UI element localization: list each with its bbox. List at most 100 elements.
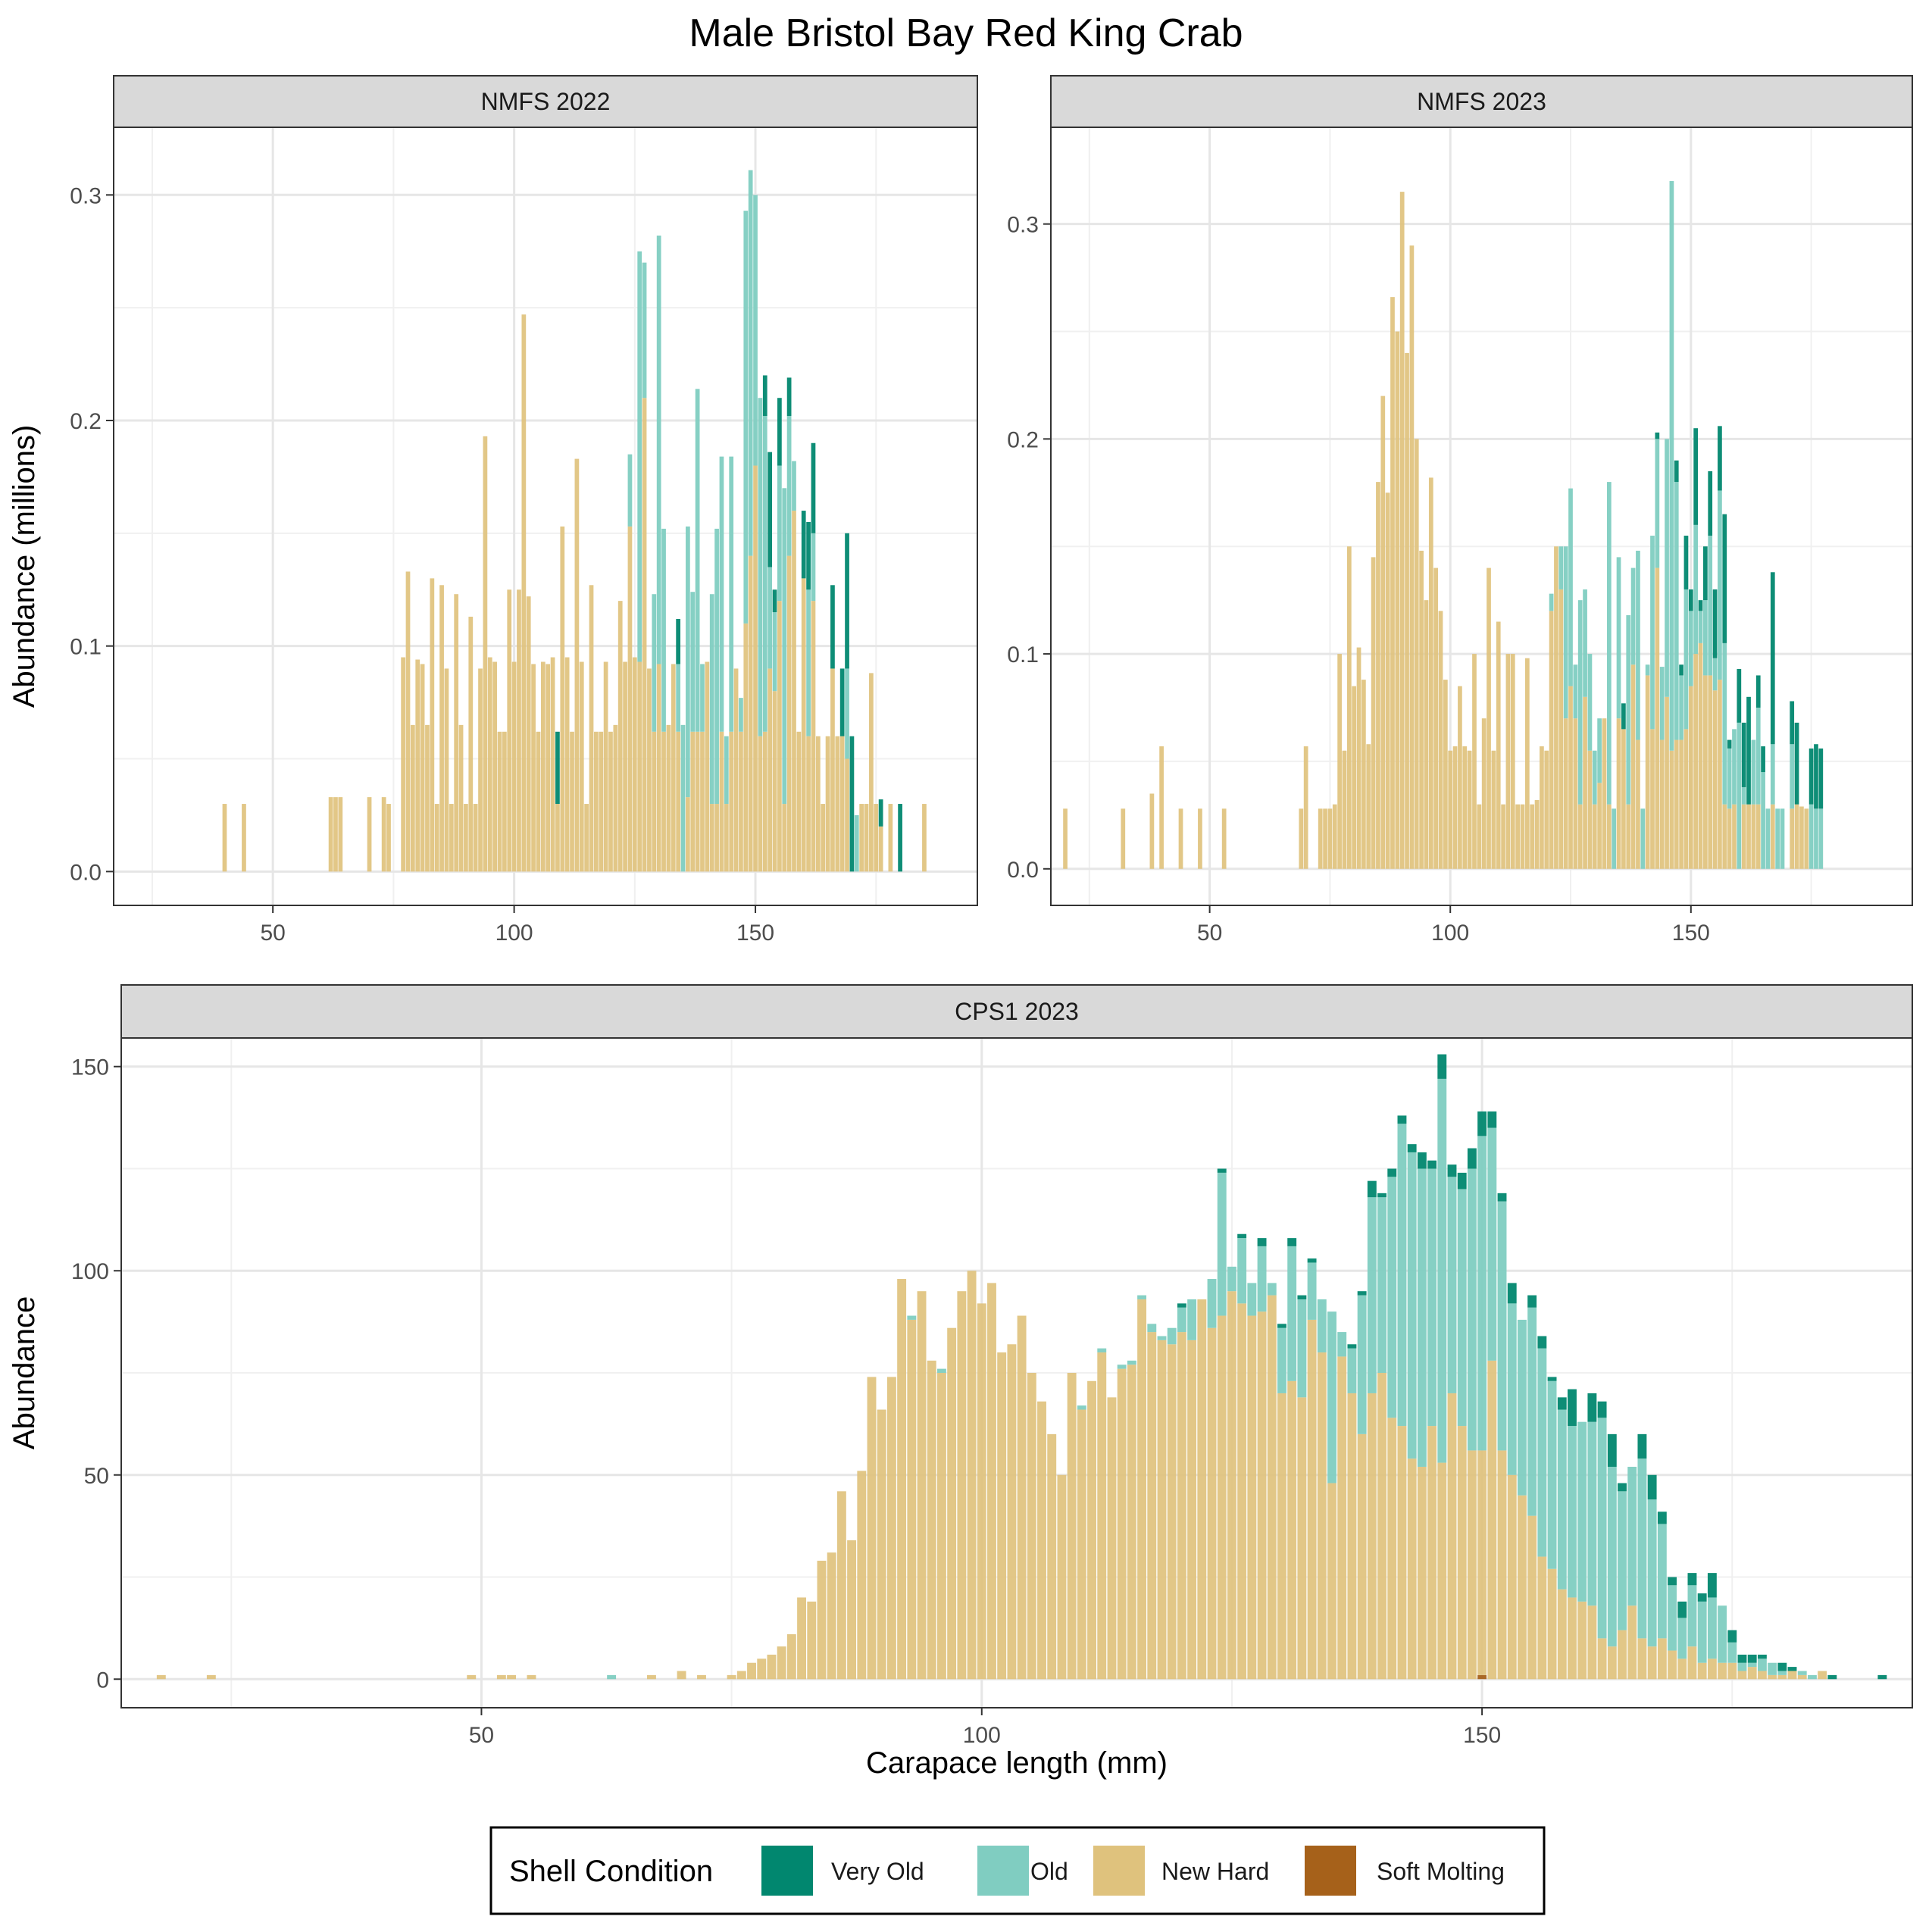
bar-new-hard [1221, 808, 1227, 869]
bar-new-hard [1558, 589, 1564, 869]
bar-old [1669, 180, 1674, 751]
bar-old [762, 416, 767, 732]
bar-new-hard [1597, 1638, 1607, 1680]
bar-very-old [1507, 1283, 1517, 1304]
bar-new-hard [727, 1674, 736, 1680]
bar-old [1563, 546, 1568, 719]
bar-old [1640, 808, 1646, 869]
bar-new-hard [1746, 804, 1751, 869]
bar-very-old [1657, 1512, 1667, 1524]
bar-new-hard [1770, 804, 1775, 869]
bar-very-old [811, 442, 816, 533]
bar-old [1177, 1307, 1186, 1333]
bar-new-hard [1665, 696, 1669, 869]
bar-new-hard [1063, 808, 1068, 869]
bar-new-hard [1462, 746, 1468, 869]
bar-new-hard [496, 1674, 506, 1680]
bar-very-old [1683, 536, 1689, 589]
bar-new-hard [507, 589, 512, 872]
bar-new-hard [847, 1540, 857, 1680]
bar-new-hard [617, 601, 623, 872]
bar-new-hard [338, 797, 343, 872]
bar-new-hard [1419, 550, 1424, 869]
bar-new-hard [647, 1674, 656, 1680]
bar-new-hard [857, 1471, 867, 1680]
bar-old [661, 528, 666, 732]
bar-very-old [1477, 1111, 1487, 1136]
bar-new-hard [642, 398, 647, 872]
bar-new-hard [507, 1674, 517, 1680]
bar-new-hard [1352, 686, 1357, 869]
bar-old [1257, 1246, 1267, 1312]
bar-new-hard [697, 1674, 706, 1680]
bar-old [1807, 1674, 1817, 1680]
bar-new-hard [801, 578, 806, 872]
bar-new-hard [467, 1674, 477, 1680]
bar-new-hard [1674, 739, 1679, 869]
bar-new-hard [1568, 1597, 1577, 1680]
bar-old [1507, 1303, 1517, 1475]
bar-old [1606, 482, 1612, 805]
bar-old [1732, 729, 1737, 805]
bar-new-hard [1618, 1630, 1627, 1680]
bar-old [1751, 739, 1756, 805]
bar-new-hard [1457, 1426, 1467, 1680]
bar-old [1768, 1662, 1777, 1675]
bar-new-hard [676, 731, 681, 872]
bar-new-hard [690, 731, 696, 872]
panel-nmfs-2023: NMFS 2023 0.0 0.1 0.2 0.3 50 100 150 [1007, 75, 1913, 946]
bar-old [1577, 1421, 1587, 1602]
bar-old [1317, 1299, 1327, 1353]
bar-very-old [898, 804, 902, 872]
bar-new-hard [1467, 1450, 1477, 1680]
bar-new-hard [767, 1654, 777, 1680]
bar-new-hard [1568, 686, 1573, 869]
bar-new-hard [1530, 804, 1535, 869]
bar-old [1665, 439, 1669, 697]
bar-new-hard [1137, 1299, 1147, 1680]
bar-very-old [1637, 1433, 1647, 1459]
bar-new-hard [806, 736, 811, 872]
bar-new-hard [666, 724, 671, 872]
bar-new-hard [1414, 439, 1419, 869]
bar-very-old [1727, 739, 1732, 749]
bar-new-hard [478, 668, 483, 872]
bar-new-hard [1318, 808, 1323, 869]
bar-old [1097, 1348, 1107, 1353]
bar-old [772, 612, 777, 692]
bar-new-hard [878, 826, 883, 872]
y-tick-label: 0.2 [70, 409, 102, 434]
bar-new-hard [1167, 1344, 1177, 1680]
bar-old [1157, 1336, 1167, 1340]
bar-very-old [1447, 1165, 1457, 1177]
bar-old [1797, 1671, 1807, 1675]
bar-old [1659, 667, 1665, 740]
bar-old [656, 235, 661, 664]
bar-old [1597, 1418, 1607, 1639]
bar-new-hard [1287, 1380, 1297, 1680]
bar-new-hard [1481, 718, 1487, 869]
bar-new-hard [714, 804, 719, 872]
bar-new-hard [869, 673, 874, 872]
bar-old [1247, 1283, 1257, 1316]
bar-old [1347, 1348, 1357, 1393]
legend-key-very-old [761, 1846, 813, 1896]
bar-very-old [1217, 1168, 1227, 1173]
bar-old [714, 528, 719, 805]
bar-very-old [1712, 589, 1718, 658]
bar-new-hard [1527, 1515, 1537, 1680]
bar-new-hard [1747, 1667, 1757, 1680]
y-tick-label: 150 [71, 1055, 109, 1080]
bar-new-hard [1371, 557, 1376, 869]
bar-new-hard [637, 661, 642, 872]
bar-old [1387, 1177, 1397, 1418]
bar-new-hard [1592, 804, 1597, 869]
bar-new-hard [333, 797, 338, 872]
bar-new-hard [661, 731, 666, 872]
bar-soft-molting [1477, 1674, 1487, 1680]
bar-old [637, 251, 642, 662]
bar-old [627, 454, 633, 527]
bar-very-old [1487, 1111, 1497, 1128]
bar-very-old [1457, 1172, 1467, 1190]
bar-new-hard [1683, 729, 1689, 869]
